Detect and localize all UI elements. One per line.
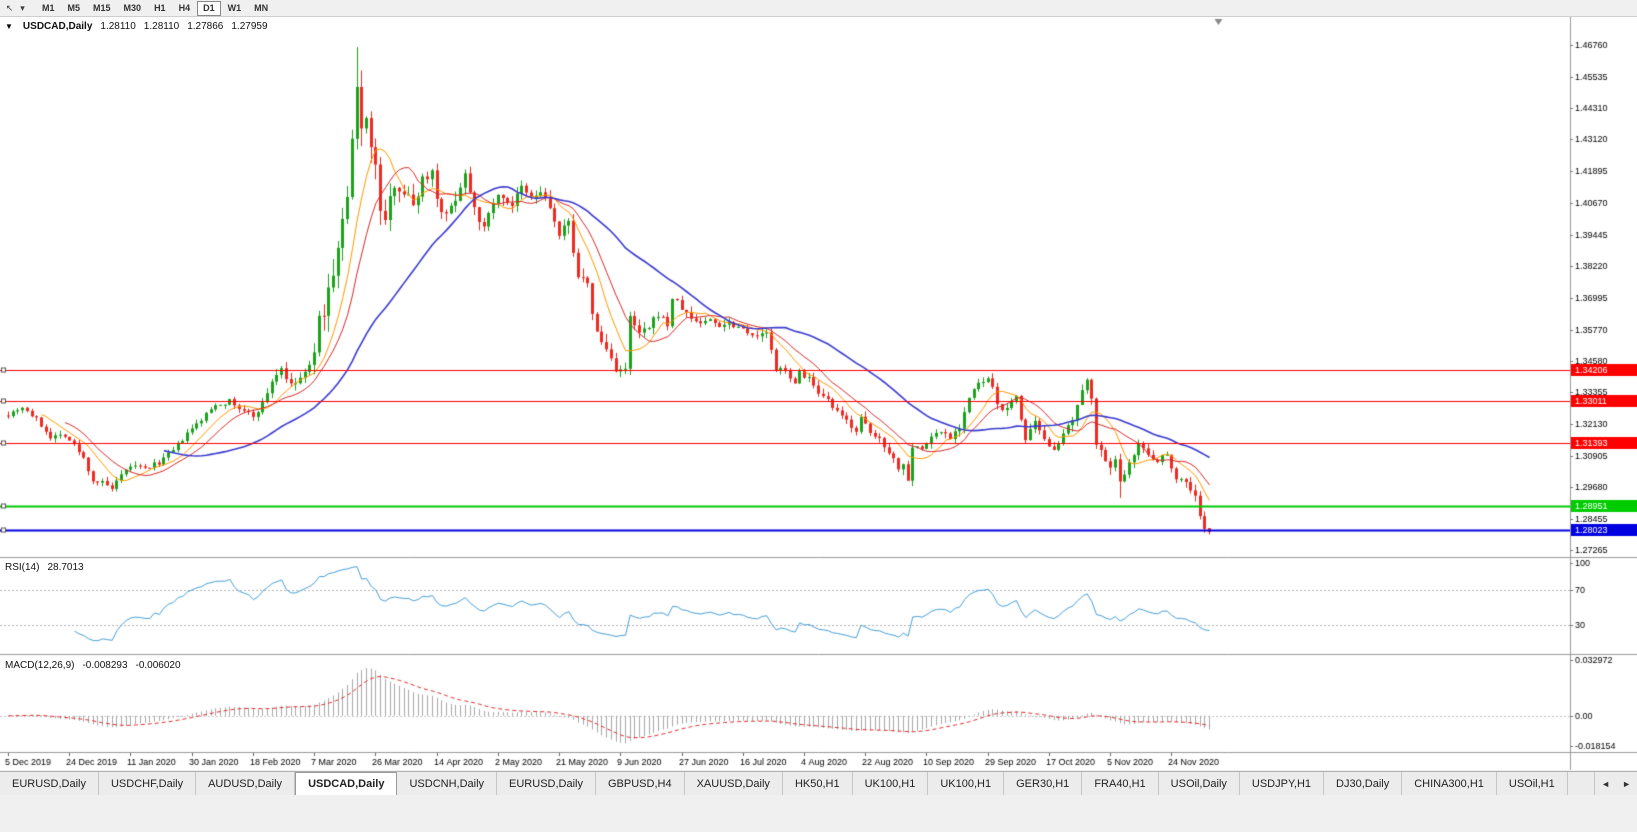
- timeframe-button-m30[interactable]: M30: [123, 2, 142, 13]
- symbol-tab-uk100-h1[interactable]: UK100,H1: [928, 772, 1005, 795]
- symbol-tab-uk100-h1[interactable]: UK100,H1: [852, 772, 929, 795]
- symbol-tab-audusd-daily[interactable]: AUDUSD,Daily: [196, 772, 296, 795]
- timeframe-button-h4[interactable]: H4: [178, 2, 191, 13]
- timeframe-button-w1[interactable]: W1: [227, 2, 242, 13]
- timeframe-button-h1[interactable]: H1: [154, 2, 166, 13]
- symbol-tab-ger30-h1[interactable]: GER30,H1: [1004, 772, 1083, 795]
- bottom-filler: [0, 795, 1637, 832]
- symbol-tab-usdjpy-h1[interactable]: USDJPY,H1: [1239, 772, 1325, 795]
- symbol-tab-china300-h1[interactable]: CHINA300,H1: [1402, 772, 1497, 795]
- symbol-tab-usdcad-daily[interactable]: USDCAD,Daily: [295, 772, 398, 795]
- timeframe-button-m5[interactable]: M5: [67, 2, 81, 13]
- symbol-tab-gbpusd-h4[interactable]: GBPUSD,H4: [596, 772, 685, 795]
- timeframe-group: M1 M5 M15 M30 H1 H4 D1 W1 MN: [36, 0, 275, 16]
- tabs-scroll-right-button[interactable]: ►: [1622, 778, 1631, 789]
- symbol-tab-fra40-h1[interactable]: FRA40,H1: [1082, 772, 1159, 795]
- tabs-scroll-left-button[interactable]: ◄: [1601, 778, 1611, 789]
- symbol-tab-eurusd-daily[interactable]: EURUSD,Daily: [0, 772, 99, 795]
- timeframe-button-d1[interactable]: D1: [197, 0, 221, 16]
- symbol-tab-usdchf-daily[interactable]: USDCHF,Daily: [98, 772, 197, 795]
- tab-scroll-arrows: ◄ ►: [1594, 772, 1637, 795]
- symbol-tab-dj30-daily[interactable]: DJ30,Daily: [1324, 772, 1403, 795]
- timeframe-button-mn[interactable]: MN: [254, 2, 269, 13]
- symbol-tab-usdcnh-daily[interactable]: USDCNH,Daily: [397, 772, 498, 795]
- symbol-tab-xauusd-daily[interactable]: XAUUSD,Daily: [684, 772, 783, 795]
- symbol-tab-usoil-h1[interactable]: USOil,H1: [1496, 772, 1568, 795]
- symbol-tab-eurusd-daily[interactable]: EURUSD,Daily: [497, 772, 596, 795]
- symbol-tab-hk50-h1[interactable]: HK50,H1: [782, 772, 853, 795]
- chart-window: ▼ USDCAD,Daily 1.28110 1.28110 1.27866 1…: [0, 17, 1637, 770]
- symbol-tabbar: EURUSD,Daily USDCHF,Daily AUDUSD,Daily USDC…: [0, 771, 1637, 795]
- chart-cursor-icon[interactable]: ↖: [5, 2, 14, 13]
- dropdown-arrow-icon[interactable]: ▾: [20, 2, 25, 13]
- timeframe-button-m15[interactable]: M15: [93, 2, 111, 13]
- price-chart-canvas[interactable]: [0, 17, 1637, 770]
- symbol-tab-usoil-daily[interactable]: USOil,Daily: [1158, 772, 1240, 795]
- timeframe-button-m1[interactable]: M1: [42, 2, 55, 13]
- toolbar: ↖ ▾ M1 M5 M15 M30 H1 H4 D1 W1 MN: [0, 0, 1637, 17]
